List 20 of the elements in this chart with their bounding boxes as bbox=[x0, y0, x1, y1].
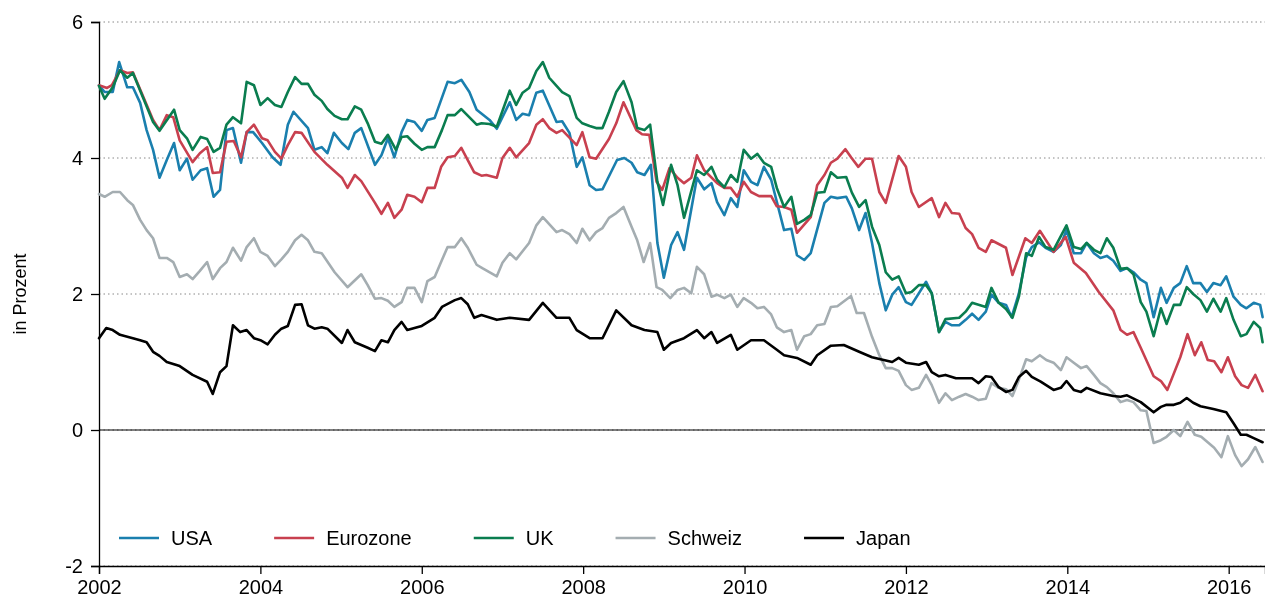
line-series bbox=[97, 68, 1264, 393]
y-tick-label: -2 bbox=[65, 554, 83, 577]
legend-label: UK bbox=[525, 527, 555, 549]
legend-label: Eurozone bbox=[326, 527, 412, 549]
y-axis-title: in Prozent bbox=[10, 253, 30, 335]
x-tick-label: 2002 bbox=[77, 576, 122, 599]
x-tick-label: 2016 bbox=[1206, 576, 1252, 599]
y-tick-label: 6 bbox=[71, 10, 83, 33]
y-tick-label: 4 bbox=[71, 146, 83, 169]
legend-label: USA bbox=[171, 527, 213, 549]
x-tick-label: 2010 bbox=[722, 576, 768, 599]
x-tick-label: 2012 bbox=[884, 576, 929, 599]
x-tick-label: 2014 bbox=[1045, 576, 1091, 599]
x-tick-label: 2004 bbox=[238, 576, 284, 599]
y-tick-label: 2 bbox=[71, 282, 83, 305]
x-tick-label: 2008 bbox=[561, 576, 606, 599]
legend-label: Japan bbox=[856, 527, 911, 549]
x-tick-label: 2006 bbox=[400, 576, 445, 599]
y-tick-label: 0 bbox=[71, 418, 83, 441]
legend-label: Schweiz bbox=[667, 527, 743, 549]
